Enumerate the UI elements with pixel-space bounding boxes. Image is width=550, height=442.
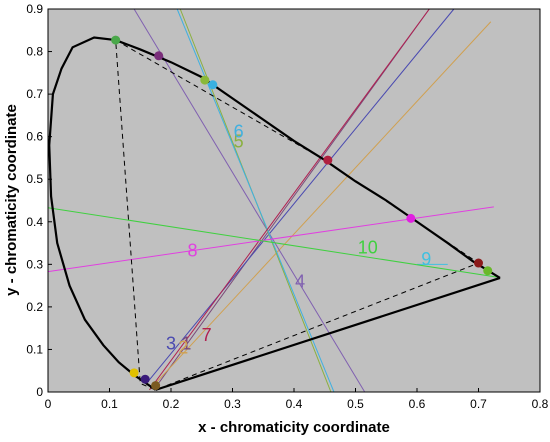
spectral-locus [48,36,501,391]
x-ticks: 0 0.1 0.2 0.3 0.4 0.5 0.6 0.7 0.8 [45,388,549,411]
series-line-8 [47,206,494,273]
x-tick-label: 0.6 [409,397,426,411]
y-tick-label: 0 [36,385,43,399]
data-points [111,35,493,391]
series-label-6: 6 [234,122,244,142]
data-point [111,35,121,45]
data-point [129,368,139,378]
data-point [474,258,483,268]
series-label-7: 7 [202,325,212,345]
x-tick-label: 0.7 [470,397,487,411]
data-point [323,155,333,165]
series-label-9: 9 [421,249,431,269]
series-line-10 [47,207,498,278]
y-tick-label: 0.9 [26,2,43,16]
gamut-triangle [115,39,480,391]
x-tick-label: 0.1 [101,397,118,411]
x-tick-label: 0.3 [224,397,241,411]
y-tick-label: 0.1 [26,342,43,356]
series-label-5: 5 [234,131,244,151]
y-tick-label: 0.3 [26,257,43,271]
series-label-10: 10 [358,238,378,258]
series-label-8: 8 [188,241,198,261]
data-point [200,75,210,85]
x-tick-label: 0.5 [347,397,364,411]
y-tick-label: 0.2 [26,300,43,314]
plot-background [48,9,540,392]
x-tick-label: 0.2 [163,397,180,411]
series-label-4: 4 [295,272,305,292]
y-tick-label: 0.8 [26,45,43,59]
x-axis-label: x - chromaticity coordinate [198,419,390,436]
x-tick-label: 0.8 [532,397,549,411]
series-labels: 123 4 56 7 8 9 10 [166,122,431,358]
series-label-3: 3 [166,333,176,353]
series-line-2 [149,21,492,391]
y-tick-label: 0.5 [26,172,43,186]
x-tick-label: 0.4 [286,397,303,411]
y-tick-label: 0.7 [26,87,43,101]
data-point [483,266,493,276]
x-tick-label: 0 [45,397,52,411]
data-point [406,213,416,223]
series-label-1: 1 [181,333,191,353]
data-point [151,381,161,391]
series-line-3 [146,8,455,384]
y-axis-label: y - chromaticity coordinate [3,104,20,296]
data-point [154,51,164,61]
series-label-2: 2 [178,338,188,358]
series-line-1 [153,8,430,391]
line-of-purples [155,276,501,391]
series-line-6 [176,8,335,393]
data-point [208,80,218,90]
data-point [140,374,150,384]
y-tick-label: 0.6 [26,130,43,144]
series-line-7 [149,8,430,391]
y-tick-label: 0.4 [26,215,43,229]
y-ticks: 0 0.1 0.2 0.3 0.4 0.5 0.6 0.7 0.8 0.9 [26,2,52,399]
